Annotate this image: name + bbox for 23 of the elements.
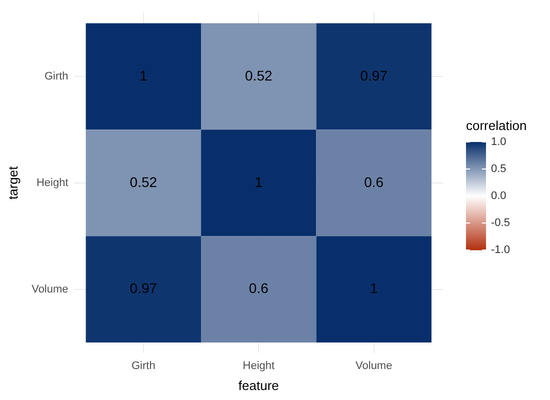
x-tick-label: Volume [356,360,392,372]
color-bar-label: 0.0 [491,190,506,202]
data-label: 0.97 [360,67,388,84]
data-label: 0.6 [364,174,384,190]
color-bar-label: 0.5 [491,163,506,176]
legend-title: correlation [466,118,527,133]
y-axis-title: target [5,166,20,200]
data-label: 0.97 [130,280,158,296]
x-tick-label: Height [242,360,275,372]
y-tick-label: Girth [44,70,68,82]
color-bar-label: -0.5 [491,217,510,230]
x-axis-title: feature [238,378,279,393]
data-label: 0.52 [130,174,158,190]
data-label: 0.52 [245,67,272,84]
data-label: 1 [254,174,263,190]
data-label: 0.6 [248,280,269,296]
y-tick-label: Volume [32,283,68,296]
y-tick-label: Height [36,176,68,189]
data-label: 1 [370,280,378,296]
x-tick-label: Girth [132,360,156,372]
color-bar-label: -1.0 [491,244,510,256]
data-label: 1 [140,67,148,84]
color-bar-label: 1.0 [491,136,506,148]
